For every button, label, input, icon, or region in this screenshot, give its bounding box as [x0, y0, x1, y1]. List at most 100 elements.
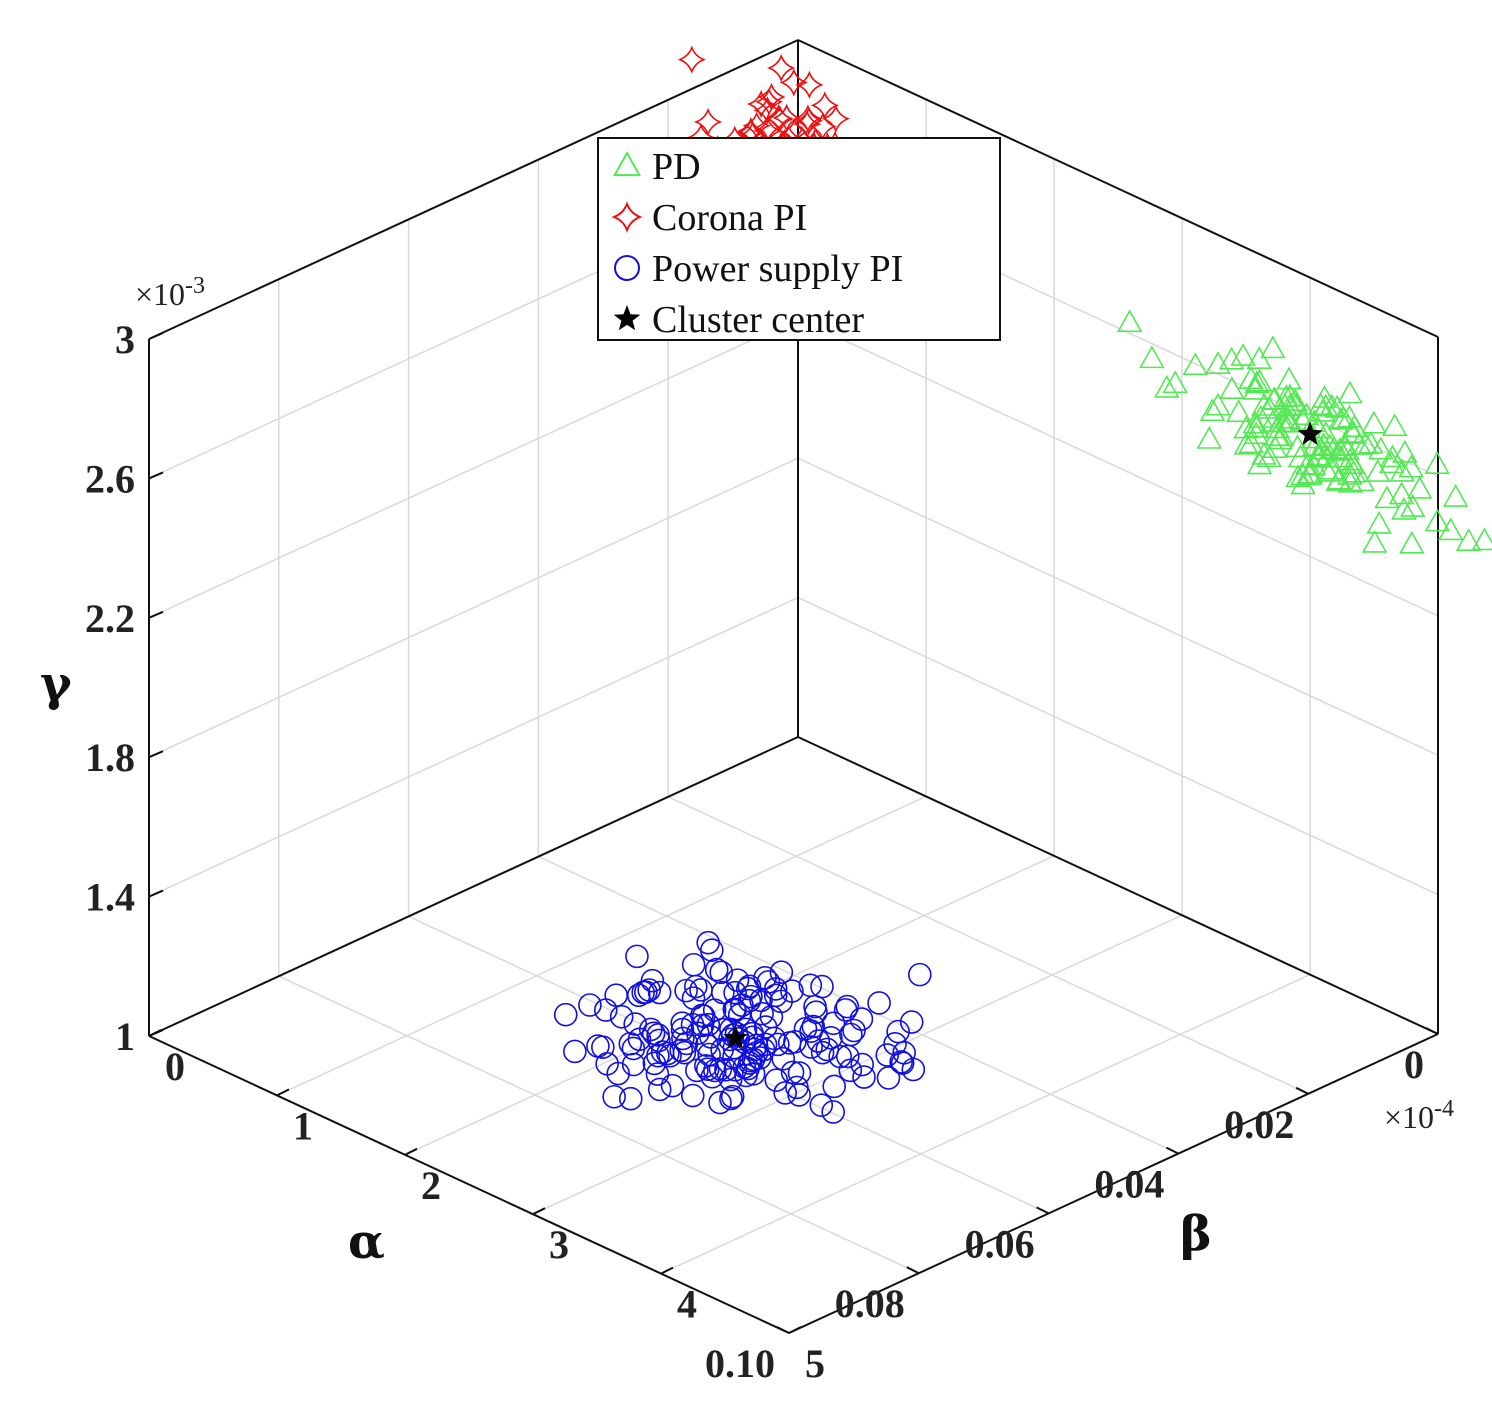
pd-point: [1267, 426, 1293, 450]
axis-edge-beta: [797, 736, 1439, 1035]
pd-point: [1230, 343, 1256, 366]
pd-point: [1399, 494, 1426, 517]
gamma-tick-label: 1: [115, 1014, 135, 1059]
legend-label-cluster-center: Cluster center: [652, 299, 864, 341]
pd-point: [1116, 309, 1143, 333]
power-supply-pi-point: [838, 1058, 863, 1083]
power-supply-pi-point: [720, 1084, 745, 1109]
power-supply-pi-point: [828, 1044, 852, 1069]
power-supply-pi-point: [634, 980, 658, 1004]
multiplier-exponent: -4: [1434, 1096, 1454, 1122]
beta-tick-label: 1: [293, 1103, 313, 1148]
power-supply-pi-point: [680, 1083, 705, 1108]
pd-point: [1290, 462, 1316, 486]
power-supply-pi-point: [889, 1050, 913, 1074]
power-supply-pi-point: [606, 1061, 630, 1086]
gamma-tick-label: 2.6: [85, 456, 135, 501]
gamma-tick-label: 1.8: [85, 735, 135, 780]
beta-tick-mark: [660, 1266, 674, 1275]
pd-point: [1366, 510, 1392, 534]
pd-point: [1424, 508, 1451, 532]
pd-point: [1263, 423, 1290, 446]
power-supply-pi-point: [683, 974, 708, 999]
power-supply-pi-point: [591, 1035, 615, 1060]
power-supply-pi-point: [899, 1010, 924, 1034]
power-supply-pi-point: [656, 1041, 680, 1066]
pd-point: [1349, 468, 1376, 492]
pd-point: [1340, 451, 1366, 474]
corona-pi-point: [794, 106, 824, 135]
alpha-tick-mark: [776, 1326, 790, 1334]
power-supply-pi-point: [647, 980, 672, 1005]
grid-line-gamma-left-wall: [148, 596, 799, 898]
beta-tick-label: 4: [677, 1282, 697, 1327]
power-supply-pi-point: [681, 952, 706, 977]
grid-line-gamma-right-wall: [797, 457, 1439, 756]
pd-point: [1471, 527, 1492, 551]
pd-point: [1374, 485, 1400, 509]
power-supply-pi-point: [842, 1018, 866, 1043]
gamma-tick-label: 3: [115, 317, 135, 362]
power-supply-pi-point: [750, 1001, 774, 1026]
power-supply-pi-point: [821, 1100, 845, 1124]
power-supply-pi-point: [623, 1012, 648, 1036]
power-supply-pi-point: [756, 970, 781, 994]
power-supply-pi-point: [674, 978, 698, 1003]
power-supply-pi-point: [806, 1029, 831, 1053]
axis-edge-front-left: [788, 1033, 1439, 1334]
power-supply-pi-point: [730, 993, 754, 1018]
pd-point: [1314, 458, 1341, 482]
alpha-tick-label: 0.08: [835, 1281, 905, 1326]
alpha-axis-title: α: [348, 1214, 385, 1270]
power-supply-pi-point: [593, 998, 618, 1022]
cluster-center-point: [723, 1025, 748, 1049]
power-supply-pi-point: [625, 944, 649, 969]
pd-point: [1327, 444, 1354, 468]
power-supply-pi-point: [690, 1003, 714, 1028]
pd-point: [1391, 496, 1417, 520]
tick-labels: 11.41.82.22.6300.020.040.060.080.1001234…: [85, 317, 1439, 1386]
power-supply-pi-point: [553, 1002, 578, 1027]
legend-box: [597, 137, 1001, 341]
power-supply-pi-point: [586, 1034, 610, 1058]
beta-multiplier-text: ×10: [1384, 1099, 1434, 1135]
alpha-tick-mark: [1036, 1206, 1050, 1215]
pd-point: [1424, 451, 1450, 474]
power-supply-pi-point: [694, 1054, 718, 1078]
power-supply-pi-point: [621, 1052, 646, 1077]
axis-edge-top-left: [148, 39, 799, 340]
power-supply-pi-point: [737, 988, 762, 1013]
corona-pi-point: [746, 89, 776, 119]
beta-tick-mark: [148, 1029, 162, 1037]
beta-axis-title: β: [1180, 1206, 1212, 1262]
power-supply-pi-point: [740, 1021, 765, 1046]
pd-point: [1246, 368, 1273, 392]
beta-tick-label: 2: [421, 1163, 441, 1208]
gamma-tick-mark: [148, 332, 164, 340]
grid-line-beta-floor: [404, 855, 1055, 1156]
alpha-tick-mark: [1165, 1146, 1179, 1155]
power-supply-pi-point: [699, 1025, 723, 1049]
power-supply-pi-point: [718, 1067, 743, 1092]
grid-line-beta-floor: [276, 795, 927, 1097]
pd-point: [1199, 398, 1226, 422]
pd-point: [1218, 346, 1245, 370]
alpha-tick-label: 0: [1404, 1042, 1424, 1087]
pd-point: [1341, 414, 1368, 438]
corona-pi-point: [677, 45, 707, 74]
grid-line-alpha-floor: [667, 796, 1309, 1095]
grid-line-gamma-right-wall: [797, 596, 1439, 896]
pd-point: [1337, 380, 1363, 404]
pd-point: [1205, 351, 1231, 374]
legend-marker-pd: [612, 150, 642, 177]
grid-line-gamma-left-wall: [148, 457, 799, 758]
pd-point: [1361, 410, 1387, 434]
pd-point: [1437, 517, 1464, 541]
power-supply-pi-point: [602, 1084, 626, 1109]
power-supply-pi-point: [641, 1021, 666, 1046]
gamma-axis-title: γ: [40, 656, 72, 712]
pd-point: [1233, 431, 1260, 455]
power-supply-pi-point: [852, 1065, 876, 1089]
power-supply-pi-point: [719, 1086, 743, 1111]
power-supply-pi-point: [849, 1007, 874, 1031]
